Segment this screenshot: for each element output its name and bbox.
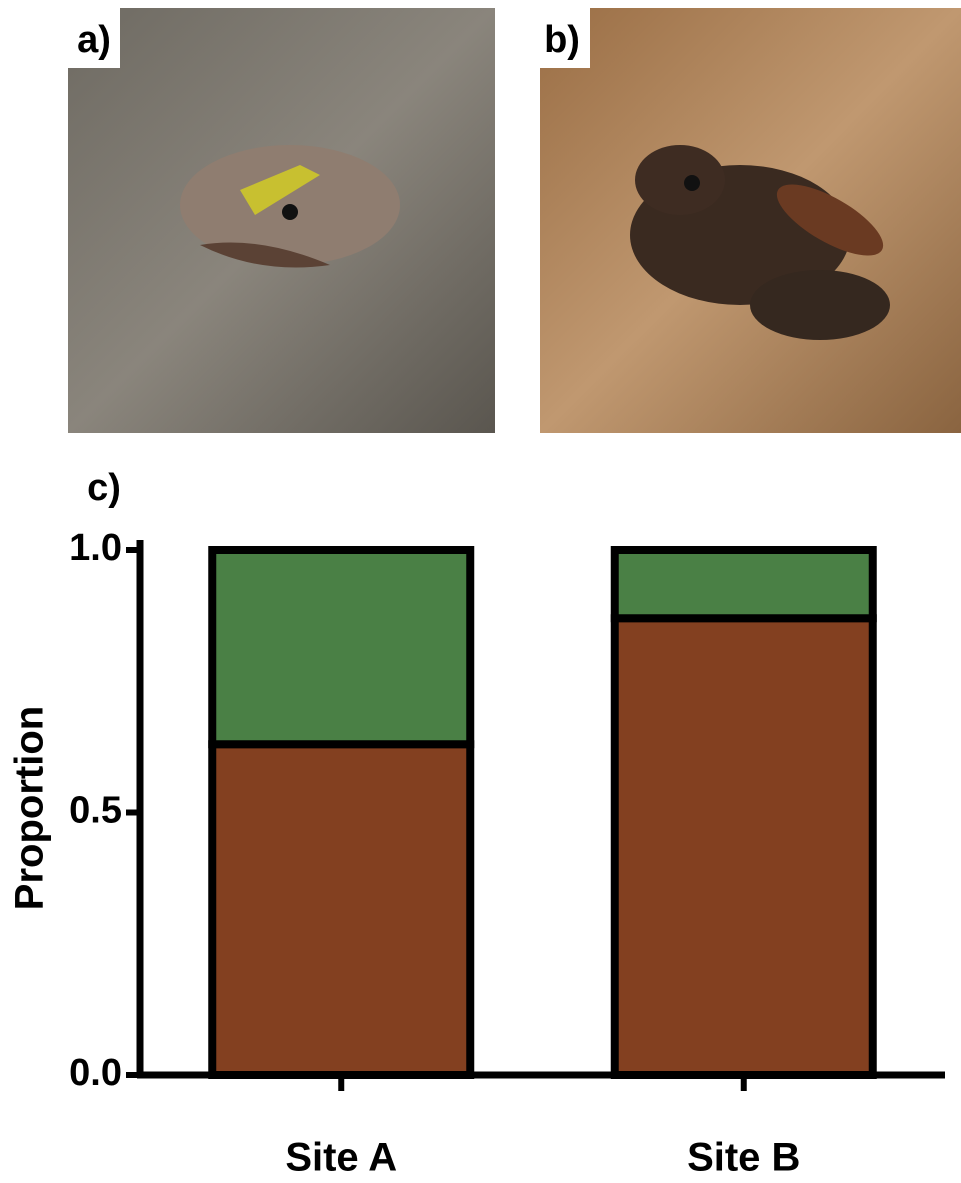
figure: a) b) c) Proportion Site A Site B 0.0 0.5 1.…	[0, 0, 961, 1178]
panel-label: c)	[87, 467, 121, 509]
y-tick-label: 1.0	[69, 527, 122, 569]
bar-segment	[212, 744, 470, 1075]
photo-a	[68, 8, 495, 433]
y-tick-label: 0.0	[69, 1052, 122, 1094]
page: {"panels": ["a)", "b)", "c)"], "chart_da…	[0, 0, 961, 1183]
x-tick-label: Site B	[687, 1136, 800, 1178]
photo-b	[540, 8, 961, 433]
bar-segment	[615, 618, 873, 1075]
panel-label: b)	[544, 19, 580, 61]
bar-segment	[615, 550, 873, 618]
panel-label: a)	[77, 19, 111, 61]
y-tick-label: 0.5	[69, 790, 122, 832]
x-tick-label: Site A	[285, 1136, 397, 1178]
y-axis-label: Proportion	[8, 706, 52, 910]
bar-segment	[212, 550, 470, 744]
